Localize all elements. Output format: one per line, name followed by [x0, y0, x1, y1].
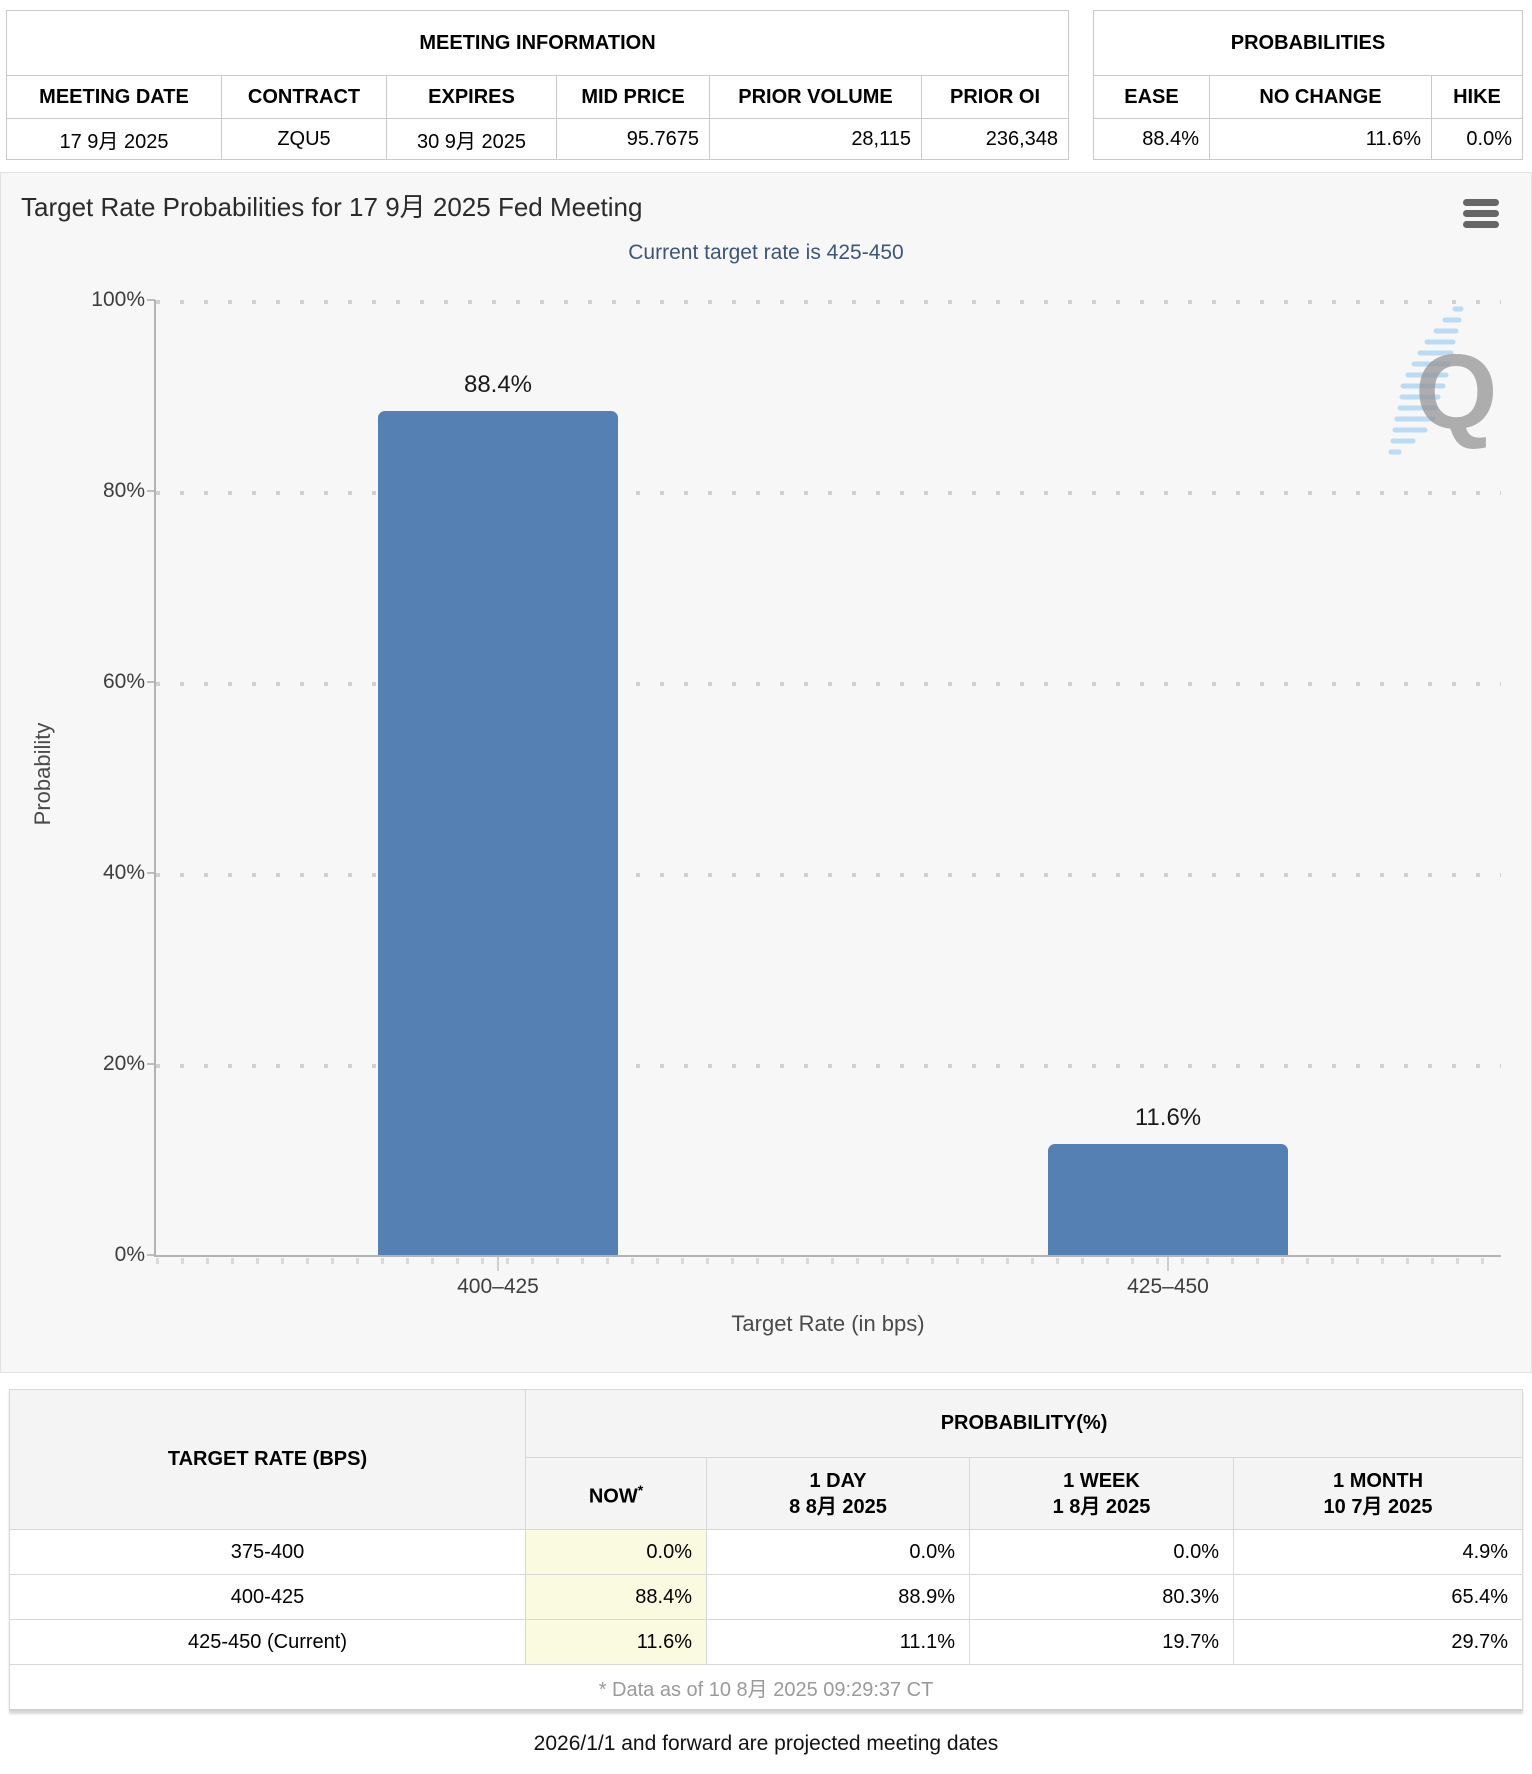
chart-title: Target Rate Probabilities for 17 9月 2025… [21, 192, 643, 222]
x-axis-minor-ticks [156, 1258, 1501, 1264]
one-week-value: 0.0% [969, 1529, 1234, 1575]
target-rate-chart: Target Rate Probabilities for 17 9月 2025… [0, 172, 1532, 1373]
xtick-400-425: 400–425 [457, 1275, 539, 1298]
col-expires: EXPIRES [386, 75, 557, 119]
col-no-change: NO CHANGE [1209, 75, 1432, 119]
probabilities-summary-table: PROBABILITIES EASE NO CHANGE HIKE 88.4% … [1093, 10, 1523, 160]
col-mid-price: MID PRICE [556, 75, 710, 119]
chart-subtitle: Current target rate is 425-450 [628, 241, 904, 264]
now-value: 0.0% [525, 1529, 707, 1575]
now-value: 88.4% [525, 1574, 707, 1620]
table-row: 400-425 88.4% 88.9% 80.3% 65.4% [9, 1574, 1524, 1620]
history-footnote-row: * Data as of 10 8月 2025 09:29:37 CT [8, 1664, 1524, 1711]
now-asterisk: * [637, 1482, 644, 1499]
x-axis-title: Target Rate (in bps) [731, 1311, 925, 1336]
one-day-value: 0.0% [706, 1529, 970, 1575]
bar-value-label: 11.6% [1134, 1104, 1202, 1131]
probabilities-title: PROBABILITIES [1093, 10, 1523, 76]
table-row: 425-450 (Current) 11.6% 11.1% 19.7% 29.7… [9, 1619, 1524, 1665]
one-day-header: 1 DAY 8 8月 2025 [706, 1457, 970, 1530]
ytick-60: 60% [5, 669, 155, 695]
x-axis-line [154, 1255, 1501, 1257]
now-header: NOW* [525, 1457, 707, 1530]
col-prior-oi: PRIOR OI [920, 75, 1070, 119]
one-month-value: 65.4% [1232, 1574, 1524, 1620]
one-month-value: 29.7% [1232, 1619, 1524, 1665]
xtick-425-450: 425–450 [1127, 1275, 1209, 1298]
col-meeting-date: MEETING DATE [6, 75, 222, 119]
one-month-value: 4.9% [1232, 1529, 1524, 1575]
meeting-information-title: MEETING INFORMATION [5, 10, 1070, 76]
mid-price-value: 95.7675 [556, 118, 710, 160]
no-change-value: 11.6% [1209, 118, 1432, 160]
hamburger-icon [1463, 221, 1499, 228]
probabilities-value-row: 88.4% 11.6% 0.0% [1093, 118, 1523, 160]
history-header-row-1: TARGET RATE (BPS) PROBABILITY(%) [9, 1389, 1524, 1530]
col-contract: CONTRACT [221, 75, 387, 119]
prior-oi-value: 236,348 [920, 118, 1070, 160]
category-tick [497, 1257, 499, 1271]
rate-400-425: 400-425 [9, 1574, 526, 1620]
ytick-0: 0% [5, 1242, 155, 1268]
gridline [156, 682, 1501, 686]
now-value: 11.6% [525, 1619, 707, 1665]
col-prior-volume: PRIOR VOLUME [709, 75, 922, 119]
prior-volume-value: 28,115 [709, 118, 922, 160]
one-day-value: 88.9% [706, 1574, 970, 1620]
ease-value: 88.4% [1093, 118, 1210, 160]
gridline [156, 491, 1501, 495]
table-row: 375-400 0.0% 0.0% 0.0% 4.9% [9, 1529, 1524, 1575]
projected-dates-note: 2026/1/1 and forward are projected meeti… [533, 1732, 999, 1755]
ytick-80: 80% [5, 478, 155, 504]
probabilities-header-row: EASE NO CHANGE HIKE [1093, 75, 1523, 119]
category-tick [1167, 1257, 1169, 1271]
probability-history-table: TARGET RATE (BPS) PROBABILITY(%) NOW* 1 … [8, 1389, 1524, 1711]
quikstrike-watermark: Q [1373, 293, 1523, 483]
expires-value: 30 9月 2025 [386, 118, 557, 160]
hamburger-icon [1463, 199, 1499, 206]
hamburger-icon [1463, 210, 1499, 217]
col-hike: HIKE [1431, 75, 1523, 119]
history-header-row-2: NOW* 1 DAY 8 8月 2025 1 WEEK 1 8月 2025 1 … [10, 1457, 1524, 1530]
one-week-header: 1 WEEK 1 8月 2025 [969, 1457, 1234, 1530]
watermark-speed-lines [1388, 306, 1464, 455]
meeting-information-table: MEETING INFORMATION MEETING DATE CONTRAC… [5, 10, 1070, 160]
col-ease: EASE [1093, 75, 1210, 119]
chart-context-menu-button[interactable] [1463, 199, 1501, 231]
data-as-of-footnote: * Data as of 10 8月 2025 09:29:37 CT [8, 1664, 1524, 1711]
one-week-value: 80.3% [969, 1574, 1234, 1620]
y-axis-line [154, 300, 156, 1257]
ytick-20: 20% [5, 1051, 155, 1077]
watermark-q-logo: Q [1415, 333, 1498, 451]
hike-value: 0.0% [1431, 118, 1523, 160]
bar-400-425[interactable] [378, 411, 618, 1255]
one-month-header: 1 MONTH 10 7月 2025 [1232, 1457, 1524, 1530]
target-rate-bps-header: TARGET RATE (BPS) [9, 1389, 526, 1530]
probability-group-header: PROBABILITY(%) [524, 1389, 1524, 1458]
ytick-100: 100% [5, 287, 155, 313]
bar-425-450[interactable] [1048, 1144, 1288, 1255]
contract-value: ZQU5 [221, 118, 387, 160]
chart-plot-area: 88.4% 11.6% [154, 300, 1501, 1271]
bar-value-label: 88.4% [463, 371, 533, 398]
y-axis-title: Probability [30, 722, 55, 826]
meeting-information-value-row: 17 9月 2025 ZQU5 30 9月 2025 95.7675 28,11… [6, 118, 1070, 160]
one-day-value: 11.1% [706, 1619, 970, 1665]
meeting-date-value: 17 9月 2025 [6, 118, 222, 160]
meeting-information-header-row: MEETING DATE CONTRACT EXPIRES MID PRICE … [6, 75, 1070, 119]
rate-375-400: 375-400 [9, 1529, 526, 1575]
ytick-40: 40% [5, 860, 155, 886]
one-week-value: 19.7% [969, 1619, 1234, 1665]
gridline [156, 300, 1501, 304]
gridline [156, 873, 1501, 877]
gridline [156, 1064, 1501, 1068]
rate-425-450-current: 425-450 (Current) [9, 1619, 526, 1665]
